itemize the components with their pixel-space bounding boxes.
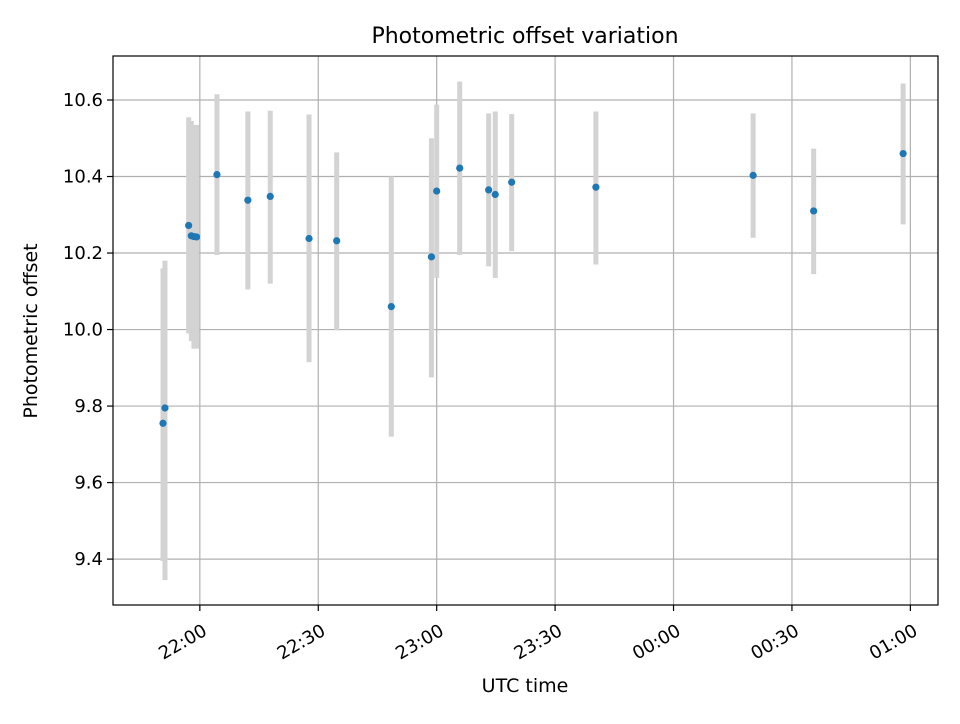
- y-tick-label: 10.4: [63, 167, 103, 188]
- data-point: [749, 171, 757, 179]
- data-point: [592, 183, 600, 191]
- plot-frame: [112, 55, 939, 606]
- y-tick-label: 10.0: [63, 320, 103, 341]
- y-tick-label: 10.2: [63, 243, 103, 264]
- data-point: [508, 178, 516, 186]
- data-point: [427, 253, 436, 261]
- data-point: [266, 192, 274, 201]
- y-tick-label: 9.6: [74, 473, 103, 494]
- data-point: [485, 186, 493, 194]
- data-point: [899, 149, 907, 158]
- data-point: [456, 164, 464, 172]
- y-axis-label: Photometric offset: [20, 243, 42, 418]
- data-point: [185, 221, 193, 230]
- y-tick-label: 9.4: [74, 549, 103, 570]
- data-point: [433, 187, 441, 195]
- data-point: [387, 302, 395, 311]
- data-point: [213, 170, 221, 179]
- x-axis-label: UTC time: [482, 675, 569, 697]
- data-point: [305, 234, 313, 243]
- data-point: [333, 237, 341, 245]
- data-point: [810, 207, 818, 215]
- y-tick-label: 10.6: [63, 90, 103, 111]
- data-point: [244, 196, 252, 204]
- data-point: [192, 233, 201, 241]
- data-points: [159, 149, 907, 427]
- data-point: [161, 404, 169, 412]
- grid-lines: [113, 56, 938, 605]
- data-point: [491, 190, 499, 199]
- chart-title: Photometric offset variation: [371, 24, 678, 49]
- y-tick-label: 9.8: [74, 396, 103, 417]
- data-point: [159, 419, 167, 427]
